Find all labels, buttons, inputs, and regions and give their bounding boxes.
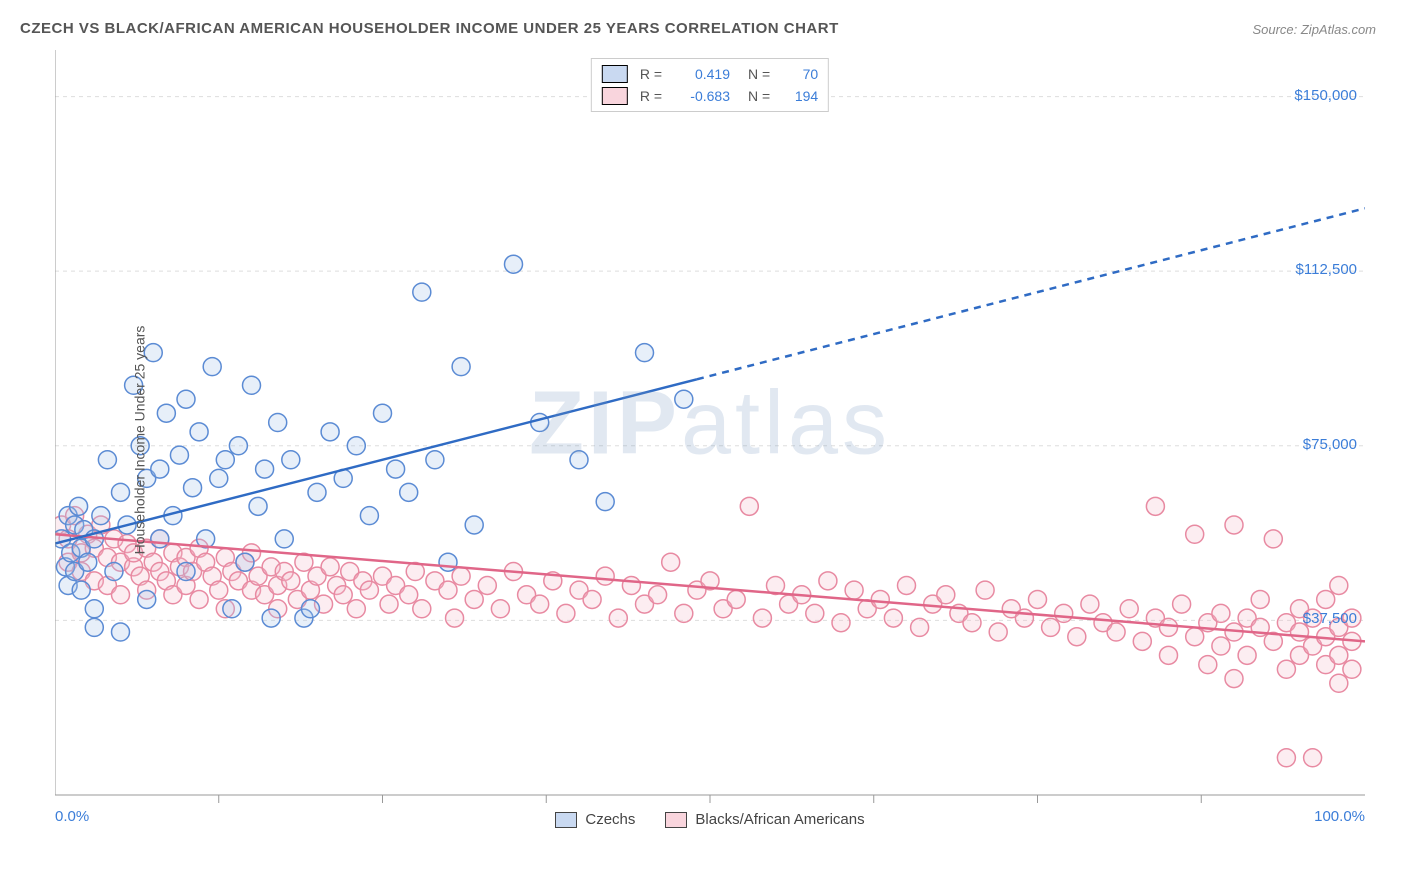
y-axis-label: Householder Income Under 25 years [131, 326, 147, 555]
r-label: R = [640, 66, 662, 82]
n-label: N = [748, 88, 770, 104]
legend-swatch-pink-icon [665, 812, 687, 828]
legend-row-blue: R = 0.419 N = 70 [602, 63, 818, 85]
source-attribution: Source: ZipAtlas.com [1252, 22, 1376, 37]
legend-label-blacks: Blacks/African Americans [695, 811, 864, 828]
legend-row-pink: R = -0.683 N = 194 [602, 85, 818, 107]
y-tick-label: $75,000 [1303, 436, 1357, 453]
scatter-plot-svg [55, 50, 1365, 830]
y-tick-label: $150,000 [1294, 87, 1357, 104]
n-value-pink: 194 [778, 88, 818, 104]
legend-item-blacks: Blacks/African Americans [665, 811, 864, 828]
y-tick-label: $112,500 [1296, 261, 1357, 278]
legend-correlation: R = 0.419 N = 70 R = -0.683 N = 194 [591, 58, 829, 112]
r-value-blue: 0.419 [670, 66, 730, 82]
legend-series: Czechs Blacks/African Americans [55, 811, 1365, 828]
legend-swatch-blue [602, 65, 628, 83]
legend-swatch-pink [602, 87, 628, 105]
chart-title: CZECH VS BLACK/AFRICAN AMERICAN HOUSEHOL… [20, 20, 839, 37]
r-value-pink: -0.683 [670, 88, 730, 104]
y-tick-label: $37,500 [1303, 610, 1357, 627]
n-value-blue: 70 [778, 66, 818, 82]
r-label: R = [640, 88, 662, 104]
legend-swatch-blue-icon [555, 812, 577, 828]
legend-label-czechs: Czechs [585, 811, 635, 828]
legend-item-czechs: Czechs [555, 811, 635, 828]
chart-area: Householder Income Under 25 years ZIPatl… [55, 50, 1365, 830]
n-label: N = [748, 66, 770, 82]
